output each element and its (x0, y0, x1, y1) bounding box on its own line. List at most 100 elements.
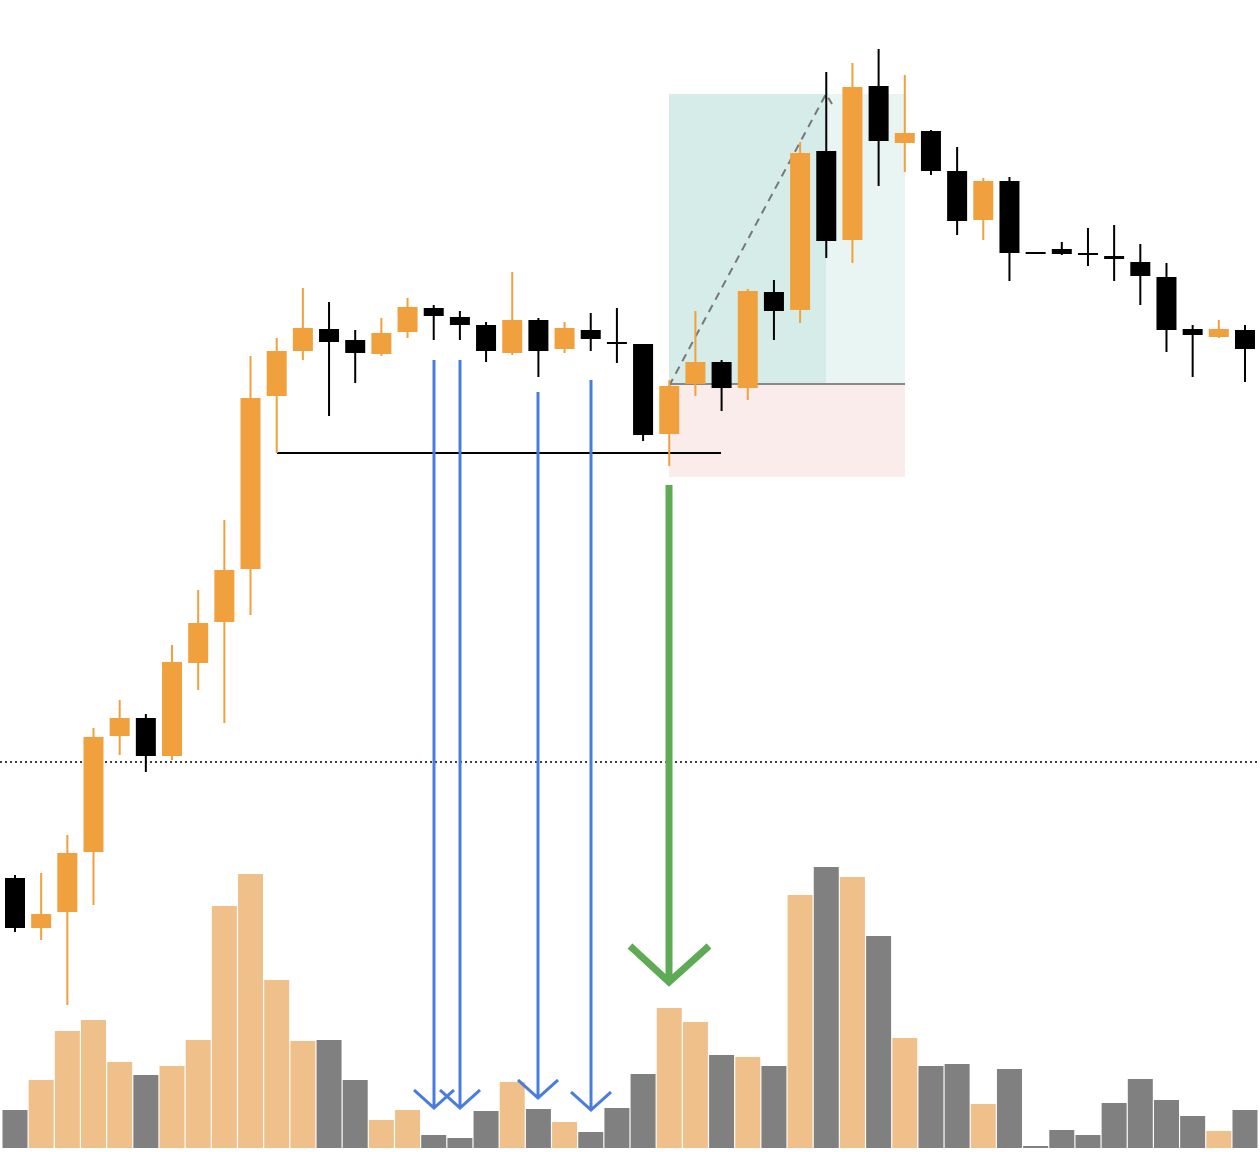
candle-body (790, 153, 811, 310)
candle-body (292, 328, 313, 351)
volume-bar (1127, 1079, 1153, 1148)
candle-body (868, 86, 889, 141)
volume-bar (604, 1108, 630, 1148)
volume-bar (1153, 1100, 1179, 1148)
volume-bar (1075, 1135, 1101, 1148)
volume-bar (525, 1109, 551, 1148)
candle-body (188, 623, 209, 663)
candle-body (1234, 330, 1255, 349)
candle-body (1025, 252, 1046, 254)
candle-body (580, 330, 601, 339)
volume-bar (1206, 1131, 1232, 1148)
volume-bar (211, 906, 237, 1148)
candle-body (920, 131, 941, 171)
candle-body (763, 292, 784, 311)
loss-zone (669, 384, 905, 477)
candle-body (1182, 329, 1203, 335)
candle-body (109, 718, 130, 736)
volume-bar (787, 895, 813, 1148)
volume-bar (81, 1020, 107, 1148)
candle-body (554, 328, 575, 349)
candle-body (737, 291, 758, 388)
volume-bar (107, 1062, 133, 1148)
volume-bar (866, 936, 892, 1148)
green-arrow (627, 485, 712, 987)
volume-bar (839, 877, 865, 1148)
volume-bar (813, 867, 839, 1148)
volume-bar (368, 1120, 394, 1148)
volume-bar (970, 1104, 996, 1148)
candle-body (162, 662, 183, 756)
arrow-head (627, 943, 712, 987)
volume-bar (1180, 1116, 1206, 1148)
candle-body (266, 351, 287, 396)
candle-body (842, 87, 863, 240)
candle-body (57, 853, 78, 912)
volume-bar (552, 1122, 578, 1148)
candle-body (1077, 253, 1098, 255)
candle-body (711, 362, 732, 388)
volume-bar (944, 1064, 970, 1148)
candle-body (947, 171, 968, 221)
volume-bar (1101, 1103, 1127, 1148)
candle-body (423, 308, 444, 316)
marks (2, 49, 1258, 1148)
volume-bar (996, 1069, 1022, 1148)
candle-body (633, 344, 654, 435)
volume-bar (342, 1080, 368, 1148)
candle-body (476, 325, 497, 351)
blue-arrows (412, 360, 613, 1113)
arrow-head (438, 1088, 482, 1111)
volume-bar (473, 1111, 499, 1148)
candle-body (1208, 329, 1229, 337)
profit-zone-light (826, 94, 905, 384)
candle-body (973, 181, 994, 220)
volume-bar (395, 1110, 421, 1148)
candle-body (528, 320, 549, 351)
candle-body (816, 151, 837, 241)
volume-bar (918, 1066, 944, 1148)
volume-bar (133, 1075, 159, 1148)
candle-body (659, 386, 680, 434)
candle-body (606, 342, 627, 344)
volume-bar (316, 1040, 342, 1148)
trend-dash (668, 91, 833, 387)
volume-bar (447, 1138, 473, 1148)
volume-bar (892, 1038, 918, 1148)
volume-bar (421, 1135, 447, 1148)
volume-bar (1023, 1146, 1049, 1148)
candle-body (397, 307, 418, 332)
candle-body (5, 878, 25, 928)
volume-bar (290, 1041, 316, 1148)
volume-bar (1049, 1130, 1075, 1148)
volume-bar (735, 1057, 761, 1148)
volume-bar (656, 1008, 682, 1148)
candle-body (371, 333, 392, 354)
candle-body (894, 133, 915, 143)
volume-bar (1232, 1110, 1258, 1148)
candle-body (1051, 249, 1072, 254)
candle-body (240, 398, 261, 569)
volume-bar (54, 1031, 80, 1148)
candle-body (345, 340, 366, 353)
volume-bar (185, 1040, 211, 1148)
candle-body (1130, 262, 1151, 276)
volume-bar (264, 980, 290, 1148)
candle-body (449, 317, 470, 325)
candle-body (1104, 256, 1125, 259)
volume-bar (2, 1110, 28, 1148)
volume-bar (709, 1055, 735, 1148)
candle-body (83, 737, 104, 852)
candle-body (31, 914, 52, 928)
candle-body (502, 320, 523, 353)
candle-body (999, 181, 1020, 253)
volume-bar (761, 1066, 787, 1148)
volume-bar (578, 1132, 604, 1148)
volume-bar (28, 1080, 54, 1148)
arrow-head (516, 1078, 560, 1101)
candle-body (1156, 277, 1177, 330)
candle-body (214, 570, 235, 622)
volume-bar (238, 874, 264, 1148)
